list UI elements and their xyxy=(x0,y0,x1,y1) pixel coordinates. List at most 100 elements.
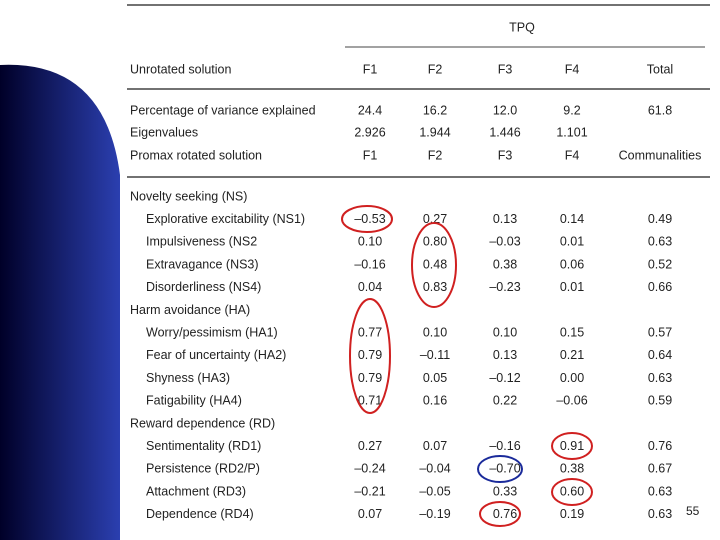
cell: –0.21 xyxy=(354,484,385,498)
row-label: Persistence (RD2/P) xyxy=(146,462,260,476)
cell: –0.12 xyxy=(489,371,520,385)
cell: 0.05 xyxy=(423,371,447,385)
cell: F4 xyxy=(565,62,580,76)
cell: F3 xyxy=(498,148,513,162)
row-label: Promax rotated solution xyxy=(130,148,262,162)
cell: –0.11 xyxy=(420,348,450,362)
cell: 1.944 xyxy=(419,125,450,139)
cell: 0.21 xyxy=(560,348,584,362)
cell: 0.76 xyxy=(493,507,517,521)
cell: 0.64 xyxy=(648,348,672,362)
cell: 0.52 xyxy=(648,257,672,271)
cell: 0.48 xyxy=(423,257,447,271)
row-label: Shyness (HA3) xyxy=(146,371,230,385)
cell: F2 xyxy=(428,62,443,76)
table: Unrotated solution F1 F2 F3 F4 Total Percentag… xyxy=(130,62,701,521)
highlight xyxy=(349,298,391,414)
row-label: Sentimentality (RD1) xyxy=(146,439,261,453)
cell: 0.71 xyxy=(358,394,382,408)
side-decoration xyxy=(0,64,120,540)
cell: 0.83 xyxy=(423,280,447,294)
cell: 0.10 xyxy=(493,325,517,339)
cell: 0.60 xyxy=(560,484,584,498)
page-number: 55 xyxy=(686,504,700,518)
section-title: Reward dependence (RD) xyxy=(130,416,275,430)
cell: 0.79 xyxy=(358,348,382,362)
cell: 0.79 xyxy=(358,371,382,385)
cell: 0.67 xyxy=(648,462,672,476)
section-title: Harm avoidance (HA) xyxy=(130,303,250,317)
cell: 0.33 xyxy=(493,484,517,498)
cell: 0.63 xyxy=(648,484,672,498)
row-label: Dependence (RD4) xyxy=(146,507,254,521)
cell: 0.59 xyxy=(648,394,672,408)
row-label: Extravagance (NS3) xyxy=(146,257,259,271)
cell: Communalities xyxy=(619,148,702,162)
cell: 0.80 xyxy=(423,235,447,249)
cell: 0.49 xyxy=(648,212,672,226)
row-label: Worry/pessimism (HA1) xyxy=(146,325,278,339)
cell: F3 xyxy=(498,62,513,76)
cell: 0.00 xyxy=(560,371,584,385)
cell: –0.16 xyxy=(489,439,520,453)
highlight xyxy=(477,455,523,483)
cell: F1 xyxy=(363,148,378,162)
cell: 0.06 xyxy=(560,257,584,271)
highlight xyxy=(551,478,593,506)
highlight xyxy=(551,432,593,460)
cell: 0.63 xyxy=(648,235,672,249)
cell: 0.76 xyxy=(648,439,672,453)
cell: F1 xyxy=(363,62,378,76)
cell: –0.03 xyxy=(489,235,520,249)
cell: 0.13 xyxy=(493,212,517,226)
cell: –0.70 xyxy=(489,462,520,476)
cell: 1.101 xyxy=(556,125,587,139)
cell: 0.22 xyxy=(493,394,517,408)
cell: 0.63 xyxy=(648,371,672,385)
row-label: Fear of uncertainty (HA2) xyxy=(146,348,286,362)
cell: 0.27 xyxy=(358,439,382,453)
cell: –0.06 xyxy=(556,394,587,408)
row-label: Eigenvalues xyxy=(130,125,198,139)
cell: 0.14 xyxy=(560,212,584,226)
cell: –0.19 xyxy=(419,507,450,521)
cell: 0.10 xyxy=(423,325,447,339)
row-label: Percentage of variance explained xyxy=(130,103,316,117)
row-label: Unrotated solution xyxy=(130,62,232,76)
cell: Total xyxy=(647,62,673,76)
row-label: Disorderliness (NS4) xyxy=(146,280,261,294)
highlight xyxy=(479,501,521,527)
cell: 0.13 xyxy=(493,348,517,362)
cell: –0.16 xyxy=(354,257,385,271)
highlights xyxy=(341,205,593,527)
cell: –0.53 xyxy=(354,212,385,226)
cell: –0.04 xyxy=(419,462,450,476)
cell: 12.0 xyxy=(493,103,517,117)
cell: 0.63 xyxy=(648,507,672,521)
cell: 0.66 xyxy=(648,280,672,294)
cell: 0.38 xyxy=(493,257,517,271)
highlight xyxy=(411,222,457,308)
group-header: TPQ xyxy=(509,20,535,34)
cell: 1.446 xyxy=(489,125,520,139)
cell: 0.91 xyxy=(560,439,584,453)
cell: 2.926 xyxy=(354,125,385,139)
cell: F2 xyxy=(428,148,443,162)
cell: 0.01 xyxy=(560,235,584,249)
cell: –0.23 xyxy=(489,280,520,294)
cell: –0.24 xyxy=(354,462,385,476)
row-label: Impulsiveness (NS2 xyxy=(146,235,257,249)
cell: 0.01 xyxy=(560,280,584,294)
row-label: Attachment (RD3) xyxy=(146,484,246,498)
cell: –0.05 xyxy=(419,484,450,498)
cell: 0.07 xyxy=(423,439,447,453)
row-label: Explorative excitability (NS1) xyxy=(146,212,305,226)
cell: 61.8 xyxy=(648,103,672,117)
cell: 0.10 xyxy=(358,235,382,249)
cell: 0.07 xyxy=(358,507,382,521)
cell: 9.2 xyxy=(563,103,580,117)
highlight xyxy=(341,205,393,233)
cell: 0.77 xyxy=(358,325,382,339)
row-label: Fatigability (HA4) xyxy=(146,394,242,408)
